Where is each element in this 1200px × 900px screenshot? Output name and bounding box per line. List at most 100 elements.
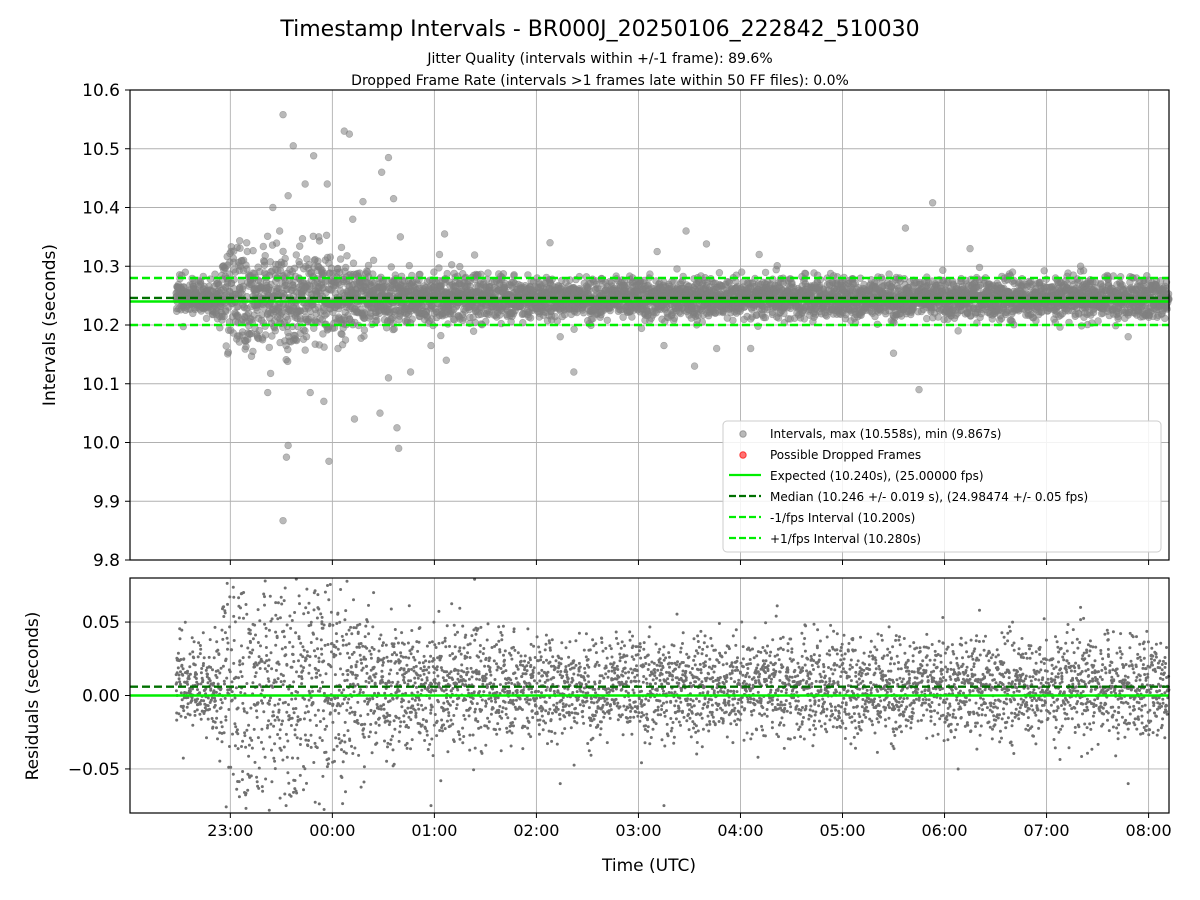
interval-point xyxy=(292,336,301,345)
interval-point xyxy=(242,342,250,351)
interval-point xyxy=(901,224,910,232)
interval-point xyxy=(292,251,300,259)
interval-point xyxy=(284,316,292,324)
interval-point xyxy=(222,342,230,350)
interval-point xyxy=(284,441,292,450)
intervals-y-axis: 9.89.910.010.110.210.310.410.510.6 xyxy=(82,81,130,571)
interval-point xyxy=(482,317,490,326)
interval-point xyxy=(264,388,272,397)
interval-point xyxy=(448,261,456,269)
interval-point xyxy=(282,453,291,461)
interval-point xyxy=(801,270,810,278)
interval-point xyxy=(729,316,737,325)
interval-point xyxy=(359,197,367,206)
interval-point xyxy=(272,239,281,247)
interval-point xyxy=(326,253,334,261)
interval-point xyxy=(470,251,479,259)
interval-point xyxy=(284,192,292,200)
interval-point xyxy=(939,266,947,274)
interval-point xyxy=(271,327,279,335)
interval-point xyxy=(603,316,611,324)
interval-point xyxy=(261,252,269,260)
interval-point xyxy=(526,314,535,322)
interval-point xyxy=(249,247,257,255)
interval-point xyxy=(181,268,190,276)
interval-point xyxy=(477,270,485,278)
interval-point xyxy=(369,270,377,278)
interval-point xyxy=(345,130,354,138)
interval-point xyxy=(484,269,492,277)
interval-point xyxy=(279,110,287,119)
interval-point xyxy=(387,263,395,271)
interval-point xyxy=(1094,317,1102,325)
interval-point xyxy=(773,262,781,270)
interval-point xyxy=(298,235,307,243)
interval-point xyxy=(377,168,386,176)
interval-point xyxy=(343,252,351,260)
interval-point xyxy=(499,270,508,278)
interval-point xyxy=(249,347,257,356)
interval-point xyxy=(376,409,384,417)
interval-point xyxy=(284,345,292,354)
interval-point xyxy=(761,313,770,322)
interval-point xyxy=(416,270,424,278)
interval-point xyxy=(320,397,328,406)
interval-point xyxy=(389,194,398,203)
chart-title: Timestamp Intervals - BR000J_20250106_22… xyxy=(279,17,919,42)
interval-point xyxy=(349,259,358,267)
interval-point xyxy=(373,316,381,325)
interval-point xyxy=(364,261,373,270)
interval-point xyxy=(712,344,721,353)
interval-point xyxy=(281,254,289,263)
intervals-y-tick-label: 10.3 xyxy=(82,257,120,277)
interval-point xyxy=(435,264,443,272)
interval-point xyxy=(396,233,405,241)
interval-point xyxy=(889,349,898,357)
interval-point xyxy=(737,268,746,276)
interval-point xyxy=(755,250,763,259)
interval-point xyxy=(315,233,323,241)
interval-point xyxy=(360,326,369,334)
interval-point xyxy=(384,374,393,382)
chart-subtitle-jitter: Jitter Quality (intervals within +/-1 fr… xyxy=(426,51,772,67)
interval-point xyxy=(408,315,416,323)
interval-point xyxy=(975,263,984,272)
interval-point xyxy=(670,277,678,286)
interval-point xyxy=(259,242,267,251)
interval-point xyxy=(1124,333,1132,341)
interval-point xyxy=(394,444,403,453)
interval-point xyxy=(255,326,263,335)
interval-point xyxy=(1161,314,1169,323)
interval-point xyxy=(266,369,275,378)
interval-point xyxy=(922,314,931,323)
interval-point xyxy=(233,311,242,319)
interval-point xyxy=(746,344,755,353)
interval-point xyxy=(673,265,681,273)
interval-point xyxy=(323,180,331,188)
intervals-plot: 9.89.910.010.110.210.310.410.510.6 Inter… xyxy=(40,81,1173,571)
interval-point xyxy=(243,239,251,247)
interval-point xyxy=(690,362,699,370)
interval-point xyxy=(224,348,233,356)
interval-point xyxy=(761,268,770,277)
interval-point xyxy=(460,314,468,322)
chart-subtitle-dropped: Dropped Frame Rate (intervals >1 frames … xyxy=(351,73,849,89)
interval-point xyxy=(279,247,287,256)
interval-point xyxy=(236,244,244,252)
interval-point xyxy=(275,227,284,235)
intervals-y-tick-label: 9.8 xyxy=(93,551,120,571)
interval-point xyxy=(384,153,393,162)
interval-point xyxy=(268,332,276,340)
interval-point xyxy=(390,325,398,333)
interval-point xyxy=(341,336,350,344)
interval-point xyxy=(289,142,297,150)
interval-point xyxy=(546,239,554,247)
interval-point xyxy=(966,244,974,253)
interval-point xyxy=(369,256,378,264)
interval-point xyxy=(261,331,270,339)
interval-point xyxy=(284,357,292,366)
interval-point xyxy=(301,346,309,354)
interval-point xyxy=(202,314,211,323)
intervals-y-tick-label: 10.1 xyxy=(82,375,120,395)
